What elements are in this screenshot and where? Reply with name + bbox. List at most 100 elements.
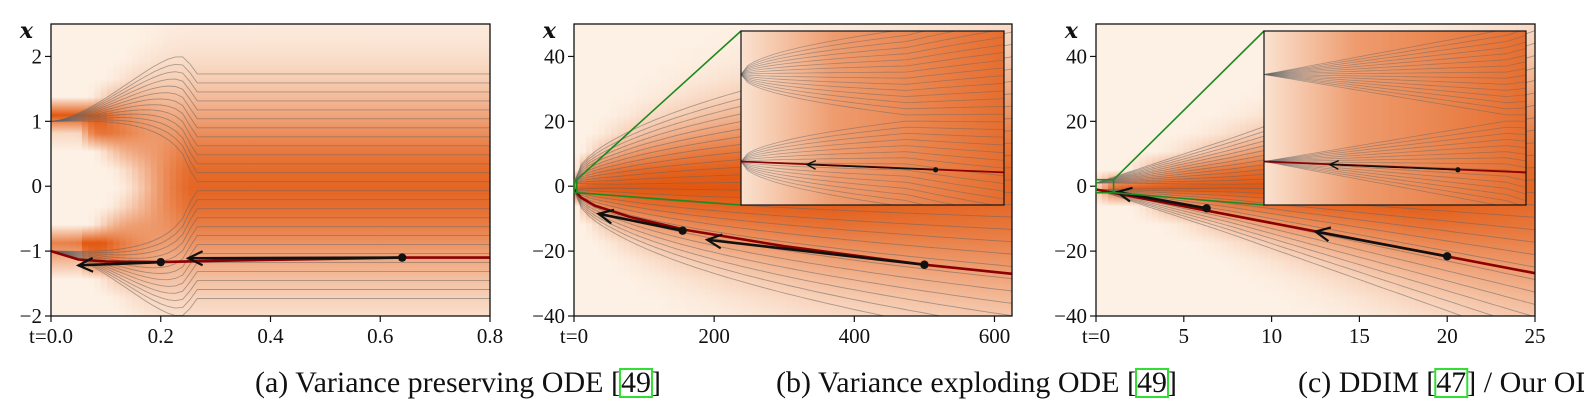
inset-flow-line bbox=[1264, 74, 1526, 104]
x-tick-label: 0.4 bbox=[257, 324, 284, 348]
density-slice bbox=[654, 24, 663, 316]
density-slice bbox=[257, 24, 265, 316]
density-slice bbox=[389, 24, 397, 316]
step-point bbox=[398, 253, 407, 262]
inset-step-point bbox=[1455, 167, 1461, 173]
density-slice bbox=[56, 24, 65, 316]
density-slice bbox=[470, 24, 478, 316]
panel-caption: (b) Variance exploding ODE [49] bbox=[776, 366, 1177, 399]
step-arrowhead bbox=[704, 233, 723, 250]
inset-step-segment bbox=[1329, 163, 1458, 171]
density-slice bbox=[376, 24, 384, 316]
flow-line bbox=[51, 109, 490, 147]
density-slice bbox=[207, 24, 215, 316]
density-slice bbox=[1177, 24, 1185, 316]
density-slice bbox=[1239, 24, 1248, 316]
density-slice bbox=[251, 24, 259, 316]
flow-line bbox=[51, 217, 490, 259]
inset-flow-line bbox=[741, 31, 958, 75]
density-slice bbox=[698, 24, 706, 316]
density-slice bbox=[1195, 24, 1204, 316]
inset-flow-line bbox=[741, 151, 1004, 162]
x-tick-label: t=0.0 bbox=[29, 324, 73, 348]
x-tick-label: 25 bbox=[1525, 324, 1546, 348]
flow-line bbox=[574, 189, 1012, 304]
citation-box bbox=[1434, 368, 1469, 398]
step-arrowhead bbox=[185, 250, 204, 267]
density-slice bbox=[598, 24, 606, 316]
inset-flow-line bbox=[1264, 161, 1526, 188]
flow-line bbox=[51, 56, 490, 122]
density-slice bbox=[201, 24, 209, 316]
x-tick-label: 0.2 bbox=[148, 324, 174, 348]
inset-flow-line bbox=[741, 126, 1004, 162]
flow-line bbox=[51, 117, 490, 165]
density-slice bbox=[401, 24, 409, 316]
step-point bbox=[1202, 204, 1211, 213]
flow-line bbox=[574, 189, 1012, 255]
inset-flow-line bbox=[741, 161, 958, 205]
plot-frame bbox=[573, 23, 1013, 317]
density-slice bbox=[270, 24, 278, 316]
inset-flow-line bbox=[741, 74, 1004, 116]
density-slice bbox=[69, 24, 77, 316]
density-slice bbox=[232, 24, 240, 316]
flow-line bbox=[51, 250, 490, 281]
inset-flow-line bbox=[1264, 161, 1521, 205]
density-slice bbox=[711, 24, 719, 316]
density-slice bbox=[1114, 24, 1122, 316]
density-slice bbox=[326, 24, 334, 316]
flow-line bbox=[51, 92, 490, 122]
density-slice bbox=[1158, 24, 1166, 316]
inset-flow-line bbox=[1264, 54, 1526, 75]
zoom-connector bbox=[576, 30, 742, 181]
panel-caption: (a) Variance preserving ODE [49] bbox=[255, 366, 661, 399]
density-slice bbox=[673, 24, 681, 316]
inset-flow-line bbox=[1264, 126, 1526, 162]
density-slice bbox=[1246, 24, 1254, 316]
x-tick-label: 0.8 bbox=[477, 324, 503, 348]
inset-flow-line bbox=[1264, 161, 1526, 202]
inset-step-point bbox=[933, 167, 939, 173]
inset-flow-line bbox=[1264, 35, 1526, 75]
x-tick-label: 5 bbox=[1179, 324, 1190, 348]
y-tick-label: −2 bbox=[20, 304, 42, 328]
density-slice bbox=[288, 24, 297, 316]
inset-flow-line bbox=[741, 120, 1004, 162]
inset-step-arrowhead bbox=[805, 159, 817, 170]
inset-flow-line bbox=[741, 161, 997, 205]
density-slice bbox=[194, 24, 203, 316]
flow-line bbox=[574, 189, 1012, 267]
density-slice bbox=[736, 24, 744, 316]
y-tick-label: 2 bbox=[32, 44, 43, 68]
flow-line bbox=[51, 71, 490, 122]
inset-flow-line bbox=[1264, 132, 1526, 162]
density-slice bbox=[276, 24, 284, 316]
zoom-source-box bbox=[573, 178, 578, 194]
density-slice bbox=[1202, 24, 1210, 316]
zoom-inset bbox=[740, 30, 1005, 206]
y-axis-label: x bbox=[542, 18, 557, 44]
density-slice bbox=[611, 24, 619, 316]
density-slice bbox=[88, 24, 96, 316]
density-slice bbox=[175, 24, 184, 316]
density-slice bbox=[729, 24, 738, 316]
flow-line bbox=[574, 189, 1012, 292]
zoom-connector bbox=[576, 191, 742, 206]
density-slice bbox=[407, 24, 416, 316]
density-slice bbox=[75, 24, 83, 316]
inset-flow-line bbox=[741, 74, 1004, 85]
density-slice bbox=[1005, 24, 1012, 316]
flow-line bbox=[51, 244, 490, 274]
y-tick-label: 0 bbox=[1077, 174, 1088, 198]
step-arrowhead bbox=[75, 256, 94, 273]
flow-line bbox=[574, 189, 1012, 243]
inset-flow-line bbox=[1264, 61, 1526, 75]
panel-caption: (c) DDIM [47] / Our ODE bbox=[1298, 366, 1584, 399]
flow-line bbox=[51, 63, 490, 122]
density-slice bbox=[382, 24, 391, 316]
y-tick-label: −40 bbox=[1054, 304, 1087, 328]
inset-flow-line bbox=[741, 161, 927, 205]
